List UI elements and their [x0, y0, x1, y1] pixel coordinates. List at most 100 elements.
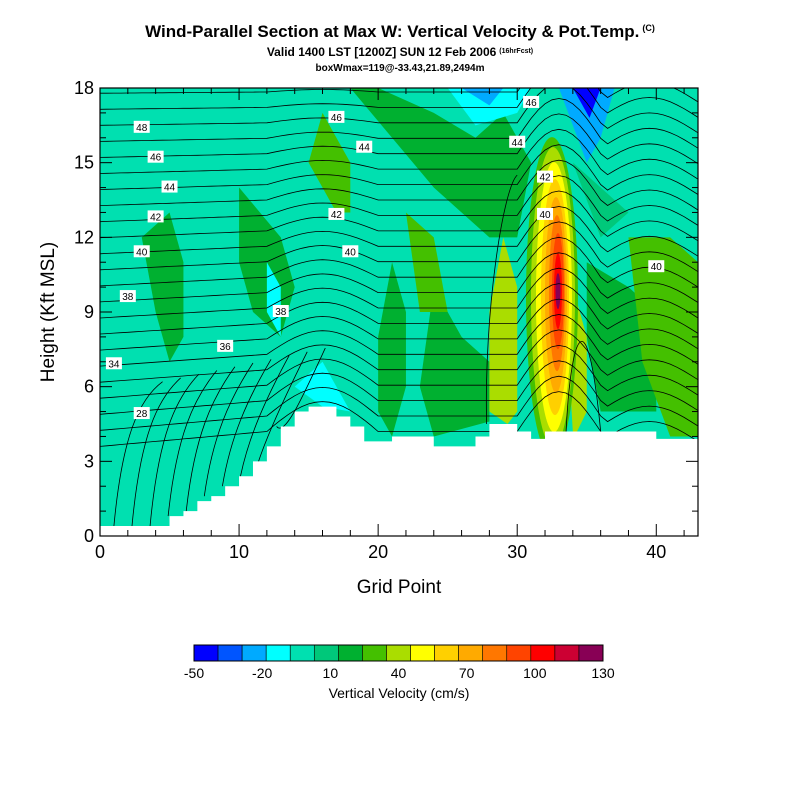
isentrope-line: [100, 175, 698, 226]
contour-label-bg: [272, 305, 289, 317]
contour-label-bg: [217, 339, 234, 352]
contour-label-bg: [105, 357, 122, 370]
field-patch: [405, 212, 448, 312]
field-patch: [628, 237, 698, 437]
plot-area: [100, 37, 698, 536]
isentrope-line: [100, 88, 698, 134]
contour-label: 42: [539, 173, 551, 184]
isentrope-line: [100, 113, 698, 165]
colorbar-tick-label: 100: [523, 665, 547, 681]
contour-label: 44: [512, 138, 524, 149]
colorbar-swatch: [313, 644, 339, 662]
colorbar-tick-label: 70: [459, 665, 475, 681]
isentrope-line: [167, 370, 218, 517]
contour-label: 38: [275, 307, 287, 318]
field-patch: [378, 262, 406, 437]
contour-label: 46: [331, 113, 343, 124]
contour-line: [565, 340, 602, 437]
isentrope-line: [100, 298, 698, 351]
contour-label-bg: [356, 140, 373, 153]
contour-label-bg: [509, 135, 526, 148]
chart-title-text: Wind-Parallel Section at Max W: Vertical…: [145, 22, 640, 41]
colorbar-swatch: [530, 644, 556, 662]
isentrope-line: [100, 329, 698, 383]
contour-label: 40: [651, 262, 663, 273]
x-tick-label: 0: [95, 542, 105, 562]
isentrope-line: [149, 373, 200, 527]
colorbar-swatch: [410, 644, 435, 662]
contour-label-bg: [342, 245, 359, 258]
isentrope-line: [100, 159, 698, 211]
contour-label-bg: [328, 207, 345, 220]
contour-label-bg: [147, 210, 164, 223]
contour-label-bg: [523, 95, 540, 108]
colorbar: -50 -20 10 40 70 100 130: [184, 644, 615, 681]
chart-title: Wind-Parallel Section at Max W: Vertical…: [0, 22, 800, 42]
colorbar-tick-label: 40: [391, 665, 407, 681]
isentrope-line: [100, 267, 698, 319]
isentrope-line: [100, 190, 698, 242]
contour-label-bg: [133, 120, 150, 133]
contour-label: 40: [539, 210, 551, 221]
contour-label: 48: [136, 123, 148, 134]
contour-label-bg: [147, 150, 164, 163]
colorbar-label: Vertical Velocity (cm/s): [329, 685, 470, 701]
contour-label: 36: [220, 342, 232, 353]
colorbar-swatch: [434, 644, 459, 662]
x-tick-label: 40: [646, 542, 666, 562]
y-tick-label: 18: [74, 78, 94, 98]
isentrope-line: [100, 252, 698, 303]
colorbar-swatch: [193, 644, 219, 662]
contour-label-bg: [648, 260, 665, 273]
colorbar-swatch: [506, 644, 532, 662]
colorbar-tick-label: -20: [252, 665, 272, 681]
isentrope-line: [100, 37, 698, 87]
contour-label: 38: [122, 292, 134, 303]
forecast-note: (16hrFcst): [499, 48, 534, 55]
colorbar-swatch: [386, 644, 411, 662]
contour-label: 46: [150, 153, 162, 164]
contour-label-bg: [537, 207, 554, 220]
contour-label-bg: [119, 290, 136, 303]
isentrope-line: [203, 362, 254, 497]
field-patch: [266, 262, 281, 337]
colorbar-swatch: [482, 644, 508, 662]
isentrope-line: [240, 355, 290, 477]
colorbar-swatch: [338, 644, 363, 662]
chart-subtitle-box: boxWmax=119@-33.43,21.89,2494m: [315, 63, 485, 74]
isentrope-line: [100, 344, 698, 399]
terrain-mask: [100, 406, 698, 536]
contour-label: 44: [359, 143, 371, 154]
field-patch: [489, 237, 518, 424]
contour-label-bg: [133, 407, 150, 420]
isentrope-line: [131, 377, 181, 527]
x-axis-label: Grid Point: [357, 577, 442, 598]
isentrope-line: [258, 351, 308, 462]
copyright-mark: (C): [642, 23, 655, 33]
x-tick-label: 30: [507, 542, 527, 562]
isentrope-line: [100, 98, 698, 149]
isentrope-line: [100, 391, 698, 447]
contour-label-bg: [133, 245, 150, 258]
contour-label: 44: [164, 183, 176, 194]
colorbar-tick-label: -50: [184, 665, 204, 681]
colorbar-swatch: [458, 644, 484, 662]
isentrope-line: [100, 128, 698, 180]
contour-label-bg: [537, 170, 554, 183]
colorbar-swatch: [241, 644, 267, 662]
contour-label: 34: [108, 359, 120, 370]
contour-label-bg: [161, 180, 178, 193]
y-tick-label: 0: [84, 526, 94, 546]
colorbar-swatch: [265, 644, 291, 662]
field-patch: [308, 112, 351, 213]
contour-label: 42: [331, 210, 343, 221]
y-tick-label: 9: [84, 302, 94, 322]
isentrope-line: [221, 359, 272, 487]
x-tick-label: 20: [368, 542, 388, 562]
field-patch: [419, 287, 490, 437]
colorbar-swatch: [362, 644, 387, 662]
isentrope-line: [100, 236, 698, 288]
colorbar-swatch: [217, 644, 243, 662]
isentrope-line: [100, 314, 698, 367]
